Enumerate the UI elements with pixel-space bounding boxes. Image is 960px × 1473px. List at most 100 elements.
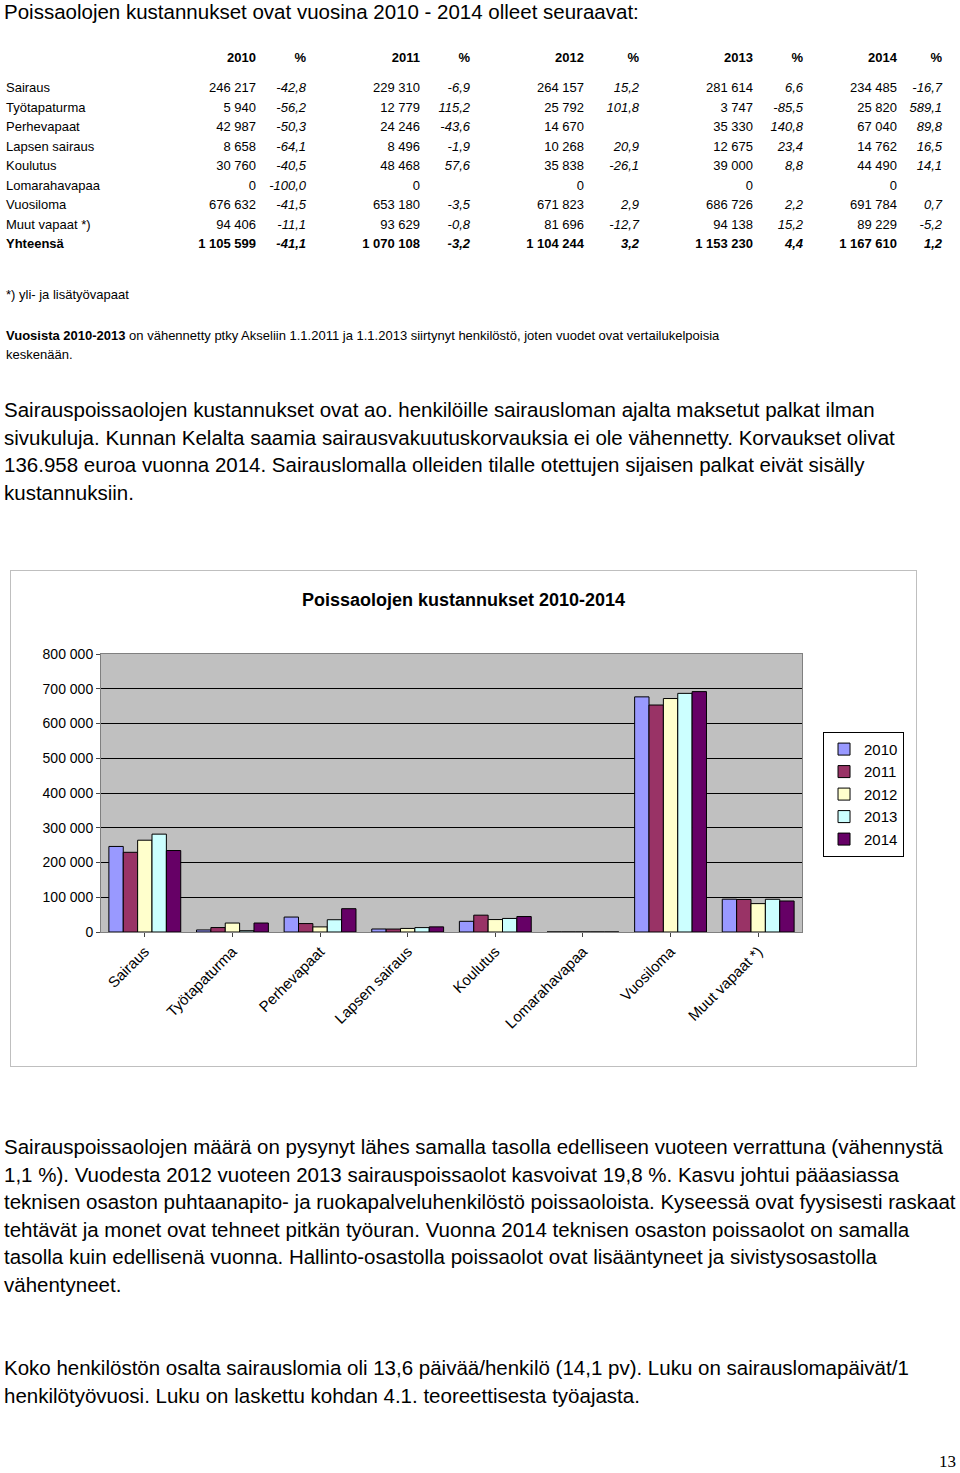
svg-text:Koulutus: Koulutus (449, 943, 502, 996)
html-text:-3,5: -3,5 (447, 197, 470, 213)
html-text:8 496: 8 496 (387, 138, 420, 154)
svg-text:100 000: 100 000 (43, 889, 94, 905)
html-text:67 040: 67 040 (857, 119, 897, 135)
html-text:42 987: 42 987 (216, 119, 256, 135)
html-text:-16,7: -16,7 (912, 80, 942, 96)
svg-text:500 000: 500 000 (43, 750, 94, 766)
html-text:2,2: 2,2 (784, 197, 803, 213)
html-text:234 485: 234 485 (850, 80, 897, 96)
html-text:115,2: 115,2 (438, 99, 470, 115)
svg-text:Vuosiloma: Vuosiloma (617, 942, 679, 1004)
html-text:Sairauspoissaolojen kustannuks: Sairauspoissaolojen kustannukset ovat ao… (4, 398, 895, 504)
html-text:-40,5: -40,5 (276, 158, 306, 174)
html-text:15,2: 15,2 (613, 80, 639, 96)
html-text:-43,6: -43,6 (440, 119, 470, 135)
html-text:Muut vapaat *): Muut vapaat *) (6, 216, 91, 232)
html-text:-64,1: -64,1 (276, 138, 306, 154)
html-text:686 726: 686 726 (706, 197, 753, 213)
html-text:Sairaus: Sairaus (6, 80, 51, 96)
html-text:Lapsen sairaus: Lapsen sairaus (6, 138, 95, 154)
html-text:589,1: 589,1 (909, 99, 942, 115)
html-text:Työtapaturma: Työtapaturma (6, 99, 86, 115)
html-text:Koko henkilöstön osalta sairau: Koko henkilöstön osalta sairauslomia oli… (4, 1356, 909, 1407)
html-text:-50,3: -50,3 (276, 119, 306, 135)
html-text:10 268: 10 268 (544, 138, 584, 154)
html-text:-6,9: -6,9 (447, 80, 470, 96)
html-text:20,9: 20,9 (613, 138, 639, 154)
html-text:-42,8: -42,8 (276, 80, 306, 96)
html-text:229 310: 229 310 (373, 80, 420, 96)
html-text:-1,9: -1,9 (447, 138, 470, 154)
html-text:3 747: 3 747 (720, 99, 753, 115)
html-text:281 614: 281 614 (706, 80, 753, 96)
html-text:25 792: 25 792 (544, 99, 584, 115)
svg-text:Sairaus: Sairaus (104, 943, 152, 991)
svg-text:800 000: 800 000 (43, 646, 94, 662)
svg-text:600 000: 600 000 (43, 715, 94, 731)
html-text:-41,5: -41,5 (276, 197, 306, 213)
html-text:44 490: 44 490 (857, 158, 897, 174)
html-text:-85,5: -85,5 (773, 99, 803, 115)
html-text:676 632: 676 632 (209, 197, 256, 213)
svg-text:2014: 2014 (864, 831, 897, 848)
html-text:16,5: 16,5 (916, 138, 942, 154)
html-text:24 246: 24 246 (380, 119, 420, 135)
html-text:246 217: 246 217 (209, 80, 256, 96)
html-text:48 468: 48 468 (380, 158, 420, 174)
svg-text:400 000: 400 000 (43, 785, 94, 801)
svg-text:200 000: 200 000 (43, 854, 94, 870)
html-text:5 940: 5 940 (223, 99, 256, 115)
svg-text:0: 0 (85, 924, 93, 940)
html-text:14 762: 14 762 (857, 138, 897, 154)
html-text:Poissaolojen kustannukset ovat: Poissaolojen kustannukset ovat vuosina 2… (4, 0, 639, 23)
svg-text:2013: 2013 (864, 808, 897, 825)
svg-text:300 000: 300 000 (43, 820, 94, 836)
html-text:89,8: 89,8 (916, 119, 942, 135)
html-text:57,6: 57,6 (444, 158, 470, 174)
html-text:-100,0: -100,0 (269, 177, 306, 193)
html-text:14,1: 14,1 (916, 158, 942, 174)
svg-text:700 000: 700 000 (43, 681, 94, 697)
html-text:35 838: 35 838 (544, 158, 584, 174)
html-text:653 180: 653 180 (373, 197, 420, 213)
html-text:39 000: 39 000 (713, 158, 753, 174)
html-text:8,8: 8,8 (784, 158, 803, 174)
svg-text:Poissaolojen kustannukset 2010: Poissaolojen kustannukset 2010-2014 (302, 590, 625, 610)
html-text:94 406: 94 406 (216, 216, 256, 232)
svg-text:Lomarahavapaa: Lomarahavapaa (502, 942, 591, 1031)
html-text:Sairauspoissaolojen määrä on p: Sairauspoissaolojen määrä on pysynyt läh… (4, 1135, 956, 1296)
svg-text:2012: 2012 (864, 786, 897, 803)
html-text:-56,2: -56,2 (276, 99, 306, 115)
svg-text:2011: 2011 (864, 763, 896, 780)
html-text:12 779: 12 779 (380, 99, 420, 115)
html-text:671 823: 671 823 (537, 197, 584, 213)
html-text:2,9: 2,9 (620, 197, 639, 213)
html-text:Perhevapaat: Perhevapaat (6, 119, 80, 135)
svg-text:Muut vapaat *): Muut vapaat *) (685, 943, 766, 1024)
html-text:25 820: 25 820 (857, 99, 897, 115)
svg-text:2010: 2010 (864, 741, 897, 758)
html-text:Koulutus: Koulutus (6, 158, 57, 174)
html-text:13: 13 (939, 1452, 956, 1471)
html-text:Lomarahavapaa: Lomarahavapaa (6, 177, 100, 193)
html-text:-26,1: -26,1 (609, 158, 639, 174)
html-text:23,4: 23,4 (777, 138, 803, 154)
svg-text:Työtapaturma: Työtapaturma (163, 942, 240, 1019)
html-text:Vuosista 2010-2013 on vähennet: Vuosista 2010-2013 on vähennetty ptky Ak… (6, 328, 720, 362)
html-text:30 760: 30 760 (216, 158, 256, 174)
html-text:14 670: 14 670 (544, 119, 584, 135)
html-text:Vuosiloma: Vuosiloma (6, 197, 67, 213)
html-text:-11,1: -11,1 (277, 216, 306, 232)
html-text:35 330: 35 330 (713, 119, 753, 135)
html-text:691 784: 691 784 (850, 197, 897, 213)
html-text:93 629: 93 629 (380, 216, 420, 232)
html-text:8 658: 8 658 (223, 138, 256, 154)
html-text:264 157: 264 157 (537, 80, 584, 96)
html-text:6,6: 6,6 (784, 80, 803, 96)
html-text:140,8: 140,8 (770, 119, 803, 135)
html-text:101,8: 101,8 (606, 99, 639, 115)
svg-text:Perhevapaat: Perhevapaat (255, 942, 328, 1015)
svg-text:Lapsen sairaus: Lapsen sairaus (331, 943, 415, 1027)
html-text:12 675: 12 675 (713, 138, 753, 154)
html-text:0,7: 0,7 (923, 197, 942, 213)
